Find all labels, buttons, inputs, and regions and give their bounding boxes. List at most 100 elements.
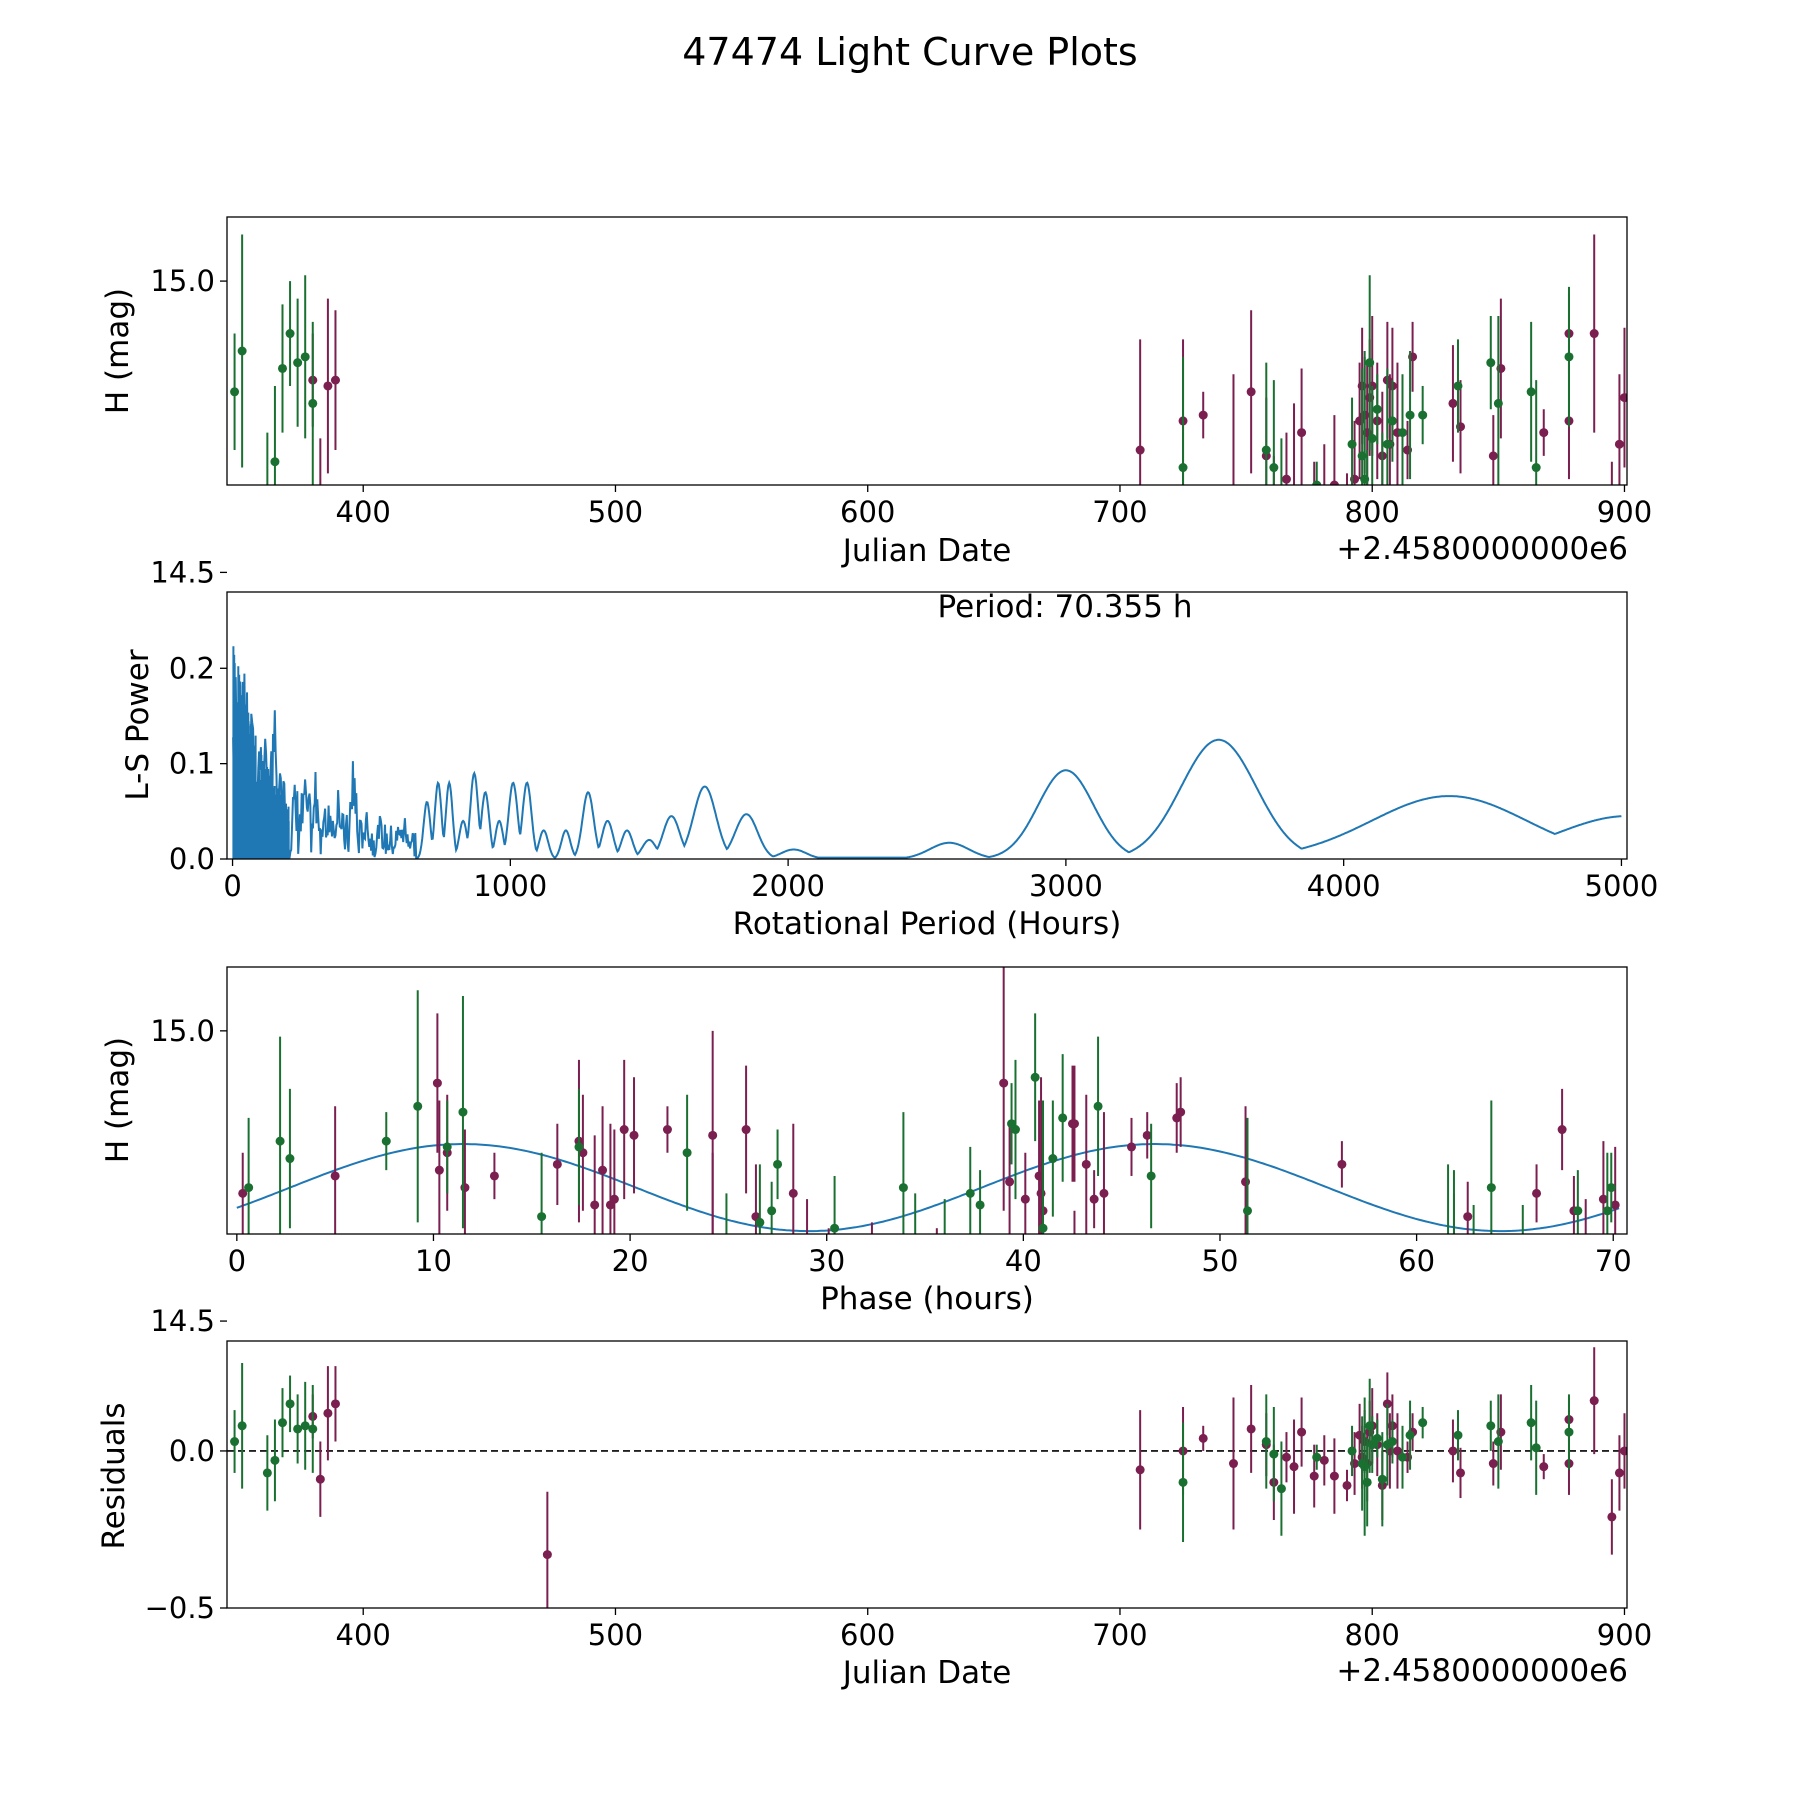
phase-model-curve: [236, 1143, 1620, 1233]
res-ytick-label: −0.5: [145, 1591, 215, 1625]
lc-series_a-point: [1589, 329, 1599, 339]
lc-series_a-point: [1246, 387, 1256, 397]
lc-series_b-point: [293, 358, 303, 368]
light-curve-panel: Julian Date H (mag) +2.4580000000e6 400 5…: [100, 216, 1652, 589]
phase-series_a-point: [1463, 1212, 1473, 1222]
phase-series_b-point: [442, 1142, 452, 1152]
res-series_b-point: [1486, 1421, 1496, 1431]
res-series_b-point: [262, 1468, 272, 1478]
lc-series_b-point: [237, 346, 247, 356]
res-series_b-point: [1526, 1418, 1536, 1428]
res-ylabel: Residuals: [96, 1402, 132, 1549]
res-series_b-point: [1261, 1437, 1271, 1447]
res-series_a-point: [1456, 1468, 1466, 1478]
res-series_a-point: [1329, 1471, 1339, 1481]
lc-series_a-point: [323, 381, 333, 391]
res-series_b-point: [1347, 1446, 1357, 1456]
lc-series_b-point: [1269, 463, 1279, 473]
lc-series_a-point: [1539, 428, 1549, 438]
phase-series_b-point: [1093, 1101, 1103, 1111]
phase-series_a-point: [598, 1165, 608, 1175]
lc-series_b-point: [308, 398, 318, 408]
res-series_a-point: [1198, 1433, 1208, 1443]
phase-series_a-point: [552, 1159, 562, 1169]
phase-series_b-point: [537, 1212, 547, 1222]
phase-series_a-point: [1036, 1188, 1046, 1198]
phase-series_b-point: [1038, 1223, 1048, 1233]
phase-series_b-point: [898, 1183, 908, 1193]
lc-xtick-label: 400: [336, 495, 391, 529]
res-series_b-point: [1377, 1474, 1387, 1484]
res-series_b-point: [1493, 1437, 1503, 1447]
figure-title: 47474 Light Curve Plots: [682, 30, 1137, 74]
res-series_b-point: [1564, 1427, 1574, 1437]
lc-series_b-point: [1493, 398, 1503, 408]
phase-series_a-point: [741, 1125, 751, 1135]
ls-ytick-label: 0.1: [169, 747, 215, 781]
phase-series_b-point: [830, 1223, 840, 1233]
phase-series_b-point: [1010, 1125, 1020, 1135]
res-series_a-point: [1448, 1446, 1458, 1456]
res-series_a-point: [1392, 1446, 1402, 1456]
phase-series_b-point: [244, 1183, 254, 1193]
res-series_b-point: [293, 1424, 303, 1434]
phase-series_a-point: [1020, 1194, 1030, 1204]
lc-series_b-point: [1453, 381, 1463, 391]
phase-series_a-point: [238, 1188, 248, 1198]
phase-series_b-point: [773, 1159, 783, 1169]
ls-data-layer: [232, 646, 1622, 859]
res-series_a-point: [1228, 1459, 1238, 1469]
lc-series_b-point: [1387, 416, 1397, 426]
lc-series_b-point: [1564, 352, 1574, 362]
res-series_b-point: [270, 1455, 280, 1465]
phase-series_b-point: [285, 1154, 295, 1164]
phase-series_b-point: [413, 1101, 423, 1111]
res-series_b-point: [1269, 1449, 1279, 1459]
res-data-layer: [227, 1347, 1627, 1608]
res-series_b-point: [1531, 1443, 1541, 1453]
res-xtick-label: 400: [336, 1618, 391, 1652]
phase-series_a-point: [708, 1130, 718, 1140]
lc-series_a-point: [1488, 451, 1498, 461]
lc-series_b-point: [1347, 439, 1357, 449]
res-series_a-point: [1607, 1512, 1617, 1522]
phase-series_a-point: [1598, 1194, 1608, 1204]
res-series_b-point: [1362, 1477, 1372, 1487]
phase-series_a-point: [1532, 1188, 1542, 1198]
lc-series_b-point: [1382, 439, 1392, 449]
residuals-panel: Julian Date Residuals +2.4580000000e6 40…: [96, 1340, 1652, 1691]
lc-xtick-label: 600: [840, 495, 895, 529]
res-series_b-point: [1178, 1477, 1188, 1487]
res-series_b-point: [1367, 1440, 1377, 1450]
phase-xtick-label: 20: [612, 1244, 649, 1278]
lc-series_a-point: [1198, 410, 1208, 420]
lc-series_b-point: [230, 387, 240, 397]
lc-series_a-point: [1329, 480, 1339, 485]
res-series_b-point: [300, 1421, 310, 1431]
lc-ytick-label: 15.0: [150, 264, 215, 298]
lc-series_a-point: [1619, 393, 1627, 403]
lc-data-layer: [230, 234, 1627, 485]
res-series_b-point: [308, 1424, 318, 1434]
phase-xtick-label: 60: [1398, 1244, 1435, 1278]
lc-series_b-point: [285, 329, 295, 339]
lc-ylabel: H (mag): [100, 288, 136, 414]
res-xtick-label: 500: [588, 1618, 643, 1652]
res-series_b-point: [285, 1399, 295, 1409]
phase-series_b-point: [1048, 1154, 1058, 1164]
ls-xtick-label: 0: [223, 869, 241, 903]
res-series_b-point: [1276, 1484, 1286, 1494]
res-series_b-point: [1312, 1452, 1322, 1462]
phase-series_a-point: [1142, 1130, 1152, 1140]
phase-series_a-point: [432, 1078, 442, 1088]
phase-series_b-point: [975, 1200, 985, 1210]
phase-xlabel: Phase (hours): [820, 1281, 1034, 1317]
lc-series_b-point: [1367, 433, 1377, 443]
res-series_a-point: [1539, 1462, 1549, 1472]
phase-series_b-point: [1602, 1206, 1612, 1216]
res-xlabel: Julian Date: [841, 1655, 1012, 1691]
res-series_b-point: [1387, 1437, 1397, 1447]
ls-xtick-label: 1000: [473, 869, 547, 903]
phase-series_a-point: [590, 1200, 600, 1210]
